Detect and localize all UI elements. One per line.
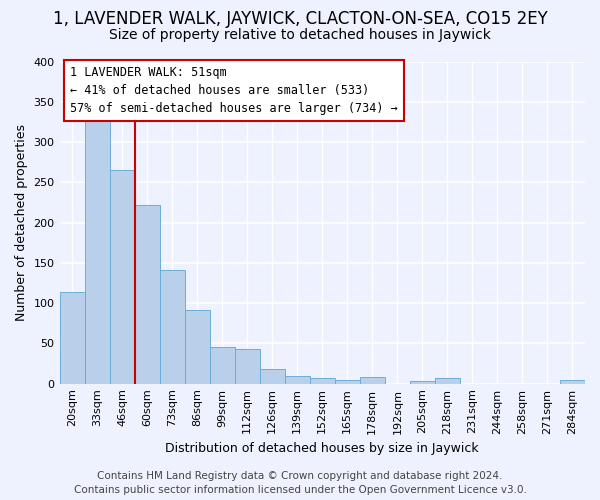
Bar [310, 378, 335, 384]
Bar [260, 369, 285, 384]
Bar [435, 378, 460, 384]
X-axis label: Distribution of detached houses by size in Jaywick: Distribution of detached houses by size … [166, 442, 479, 455]
Bar [110, 170, 134, 384]
Bar [209, 348, 235, 384]
Bar [335, 380, 360, 384]
Bar [185, 310, 209, 384]
Bar [285, 376, 310, 384]
Bar [560, 380, 585, 384]
Bar [235, 349, 260, 384]
Text: Size of property relative to detached houses in Jaywick: Size of property relative to detached ho… [109, 28, 491, 42]
Bar [160, 270, 185, 384]
Text: Contains HM Land Registry data © Crown copyright and database right 2024.
Contai: Contains HM Land Registry data © Crown c… [74, 471, 526, 495]
Bar [85, 116, 110, 384]
Bar [134, 205, 160, 384]
Bar [59, 292, 85, 384]
Text: 1 LAVENDER WALK: 51sqm
← 41% of detached houses are smaller (533)
57% of semi-de: 1 LAVENDER WALK: 51sqm ← 41% of detached… [70, 66, 398, 116]
Y-axis label: Number of detached properties: Number of detached properties [15, 124, 28, 321]
Bar [360, 377, 385, 384]
Bar [410, 382, 435, 384]
Text: 1, LAVENDER WALK, JAYWICK, CLACTON-ON-SEA, CO15 2EY: 1, LAVENDER WALK, JAYWICK, CLACTON-ON-SE… [53, 10, 547, 28]
